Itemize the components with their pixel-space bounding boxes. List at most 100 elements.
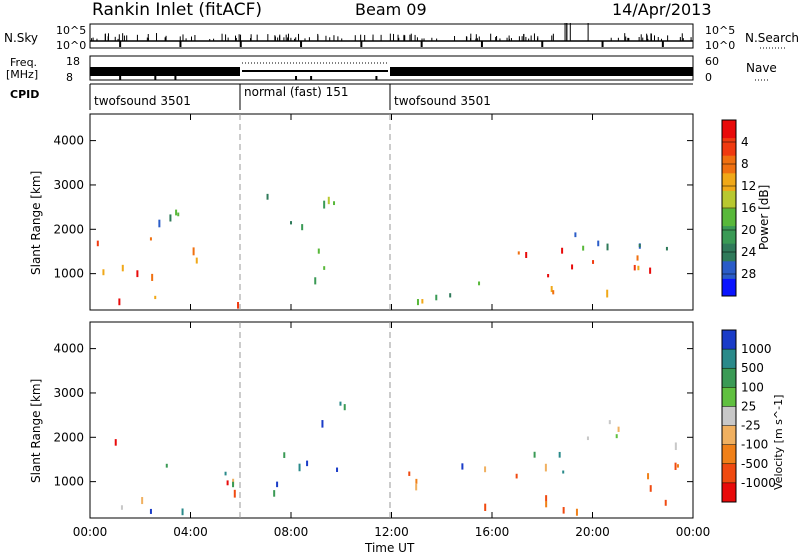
colorbar-tick-label: -500	[741, 457, 768, 471]
noise-trace	[90, 23, 693, 47]
velocity-heatmap	[114, 401, 679, 516]
heat-cell	[533, 451, 536, 458]
colorbar-tick-label: 24	[741, 245, 756, 259]
heat-cell	[408, 471, 411, 476]
heat-cell	[647, 473, 650, 480]
heat-cell	[141, 497, 144, 505]
cpid-segment-2: normal (fast) 151	[244, 85, 348, 99]
beam-title: Beam 09	[355, 0, 427, 19]
heat-cell	[515, 473, 518, 479]
velocity-colorbar-label: Velocity [m s^-1]	[772, 395, 785, 490]
heat-cell	[283, 452, 286, 458]
freq-trace	[119, 76, 378, 80]
colorbar-frame	[721, 329, 737, 503]
heat-cell	[574, 232, 577, 238]
heat-cell	[177, 212, 180, 217]
velocity-panel: 1000 2000 3000 4000 Slant Range [km] 1000 50…	[29, 321, 785, 519]
heat-cell	[545, 501, 548, 508]
heat-cell	[195, 257, 198, 264]
y-tick-label: 4000	[53, 342, 84, 356]
heat-cell	[323, 266, 326, 270]
heat-cell	[154, 295, 157, 300]
colorbar-swatch	[722, 368, 736, 388]
heat-cell	[478, 281, 481, 286]
colorbar-tick-label: 100	[741, 380, 764, 394]
colorbar-swatch	[722, 208, 736, 227]
heat-cell	[416, 299, 419, 306]
station-title: Rankin Inlet (fitACF)	[92, 0, 262, 20]
heat-cell	[169, 214, 172, 222]
heat-cell	[192, 247, 195, 256]
colorbar-tick-label: 20	[741, 223, 756, 237]
heat-cell	[415, 478, 418, 484]
heat-cell	[415, 484, 418, 491]
cpid-segment-1: twofsound 3501	[94, 94, 191, 108]
heat-cell	[484, 503, 487, 511]
heat-cell	[637, 265, 640, 271]
heat-cell	[575, 508, 578, 516]
heat-cell	[638, 243, 641, 248]
heat-cell	[597, 240, 600, 247]
heat-cell	[636, 255, 639, 261]
x-tick-label: 08:00	[274, 525, 309, 539]
colorbar-tick-label: -100	[741, 438, 768, 452]
power-y-ticks: 1000 2000 3000 4000	[53, 134, 693, 281]
heat-cell	[266, 193, 269, 200]
heat-cell	[550, 286, 553, 293]
noise-sky-label: N.Sky	[4, 31, 38, 45]
colorbar-swatch	[722, 463, 736, 484]
cpid-panel: CPID twofsound 3501 normal (fast) 151 tw…	[10, 83, 693, 110]
heat-cell	[586, 436, 589, 441]
colorbar-swatch	[722, 349, 736, 369]
colorbar-swatch	[722, 137, 736, 156]
heat-cell	[333, 201, 336, 206]
velocity-y-ticks: 1000 2000 3000 4000	[53, 342, 693, 489]
heat-cell	[552, 290, 555, 295]
heat-cell	[562, 507, 565, 514]
heat-cell	[484, 466, 487, 473]
heat-cell	[633, 264, 636, 271]
nave-tick-low: 0	[705, 71, 712, 84]
colorbar-swatch	[722, 425, 736, 446]
colorbar-tick-label: 4	[741, 135, 749, 149]
heat-cell	[665, 246, 668, 251]
x-tick-label: 12:00	[374, 525, 409, 539]
freq-label-1: Freq.	[10, 56, 37, 69]
heat-cell	[606, 243, 609, 251]
noise-panel: N.Sky 10^5 10^0 N.Search 10^5 10^0	[4, 23, 799, 52]
heat-cell	[102, 269, 105, 276]
colorbar-tick-label: 500	[741, 361, 764, 375]
nave-tick-high: 60	[705, 55, 719, 68]
heat-cell	[674, 462, 677, 470]
y-tick-label: 1000	[53, 267, 84, 281]
heat-cell	[121, 264, 124, 272]
heat-cell	[181, 508, 184, 516]
colorbar-tick-label: -25	[741, 419, 761, 433]
heat-cell	[327, 196, 330, 205]
heat-cell	[151, 273, 154, 281]
noise-search-label: N.Search	[745, 31, 799, 45]
heat-cell	[233, 489, 236, 498]
heat-cell	[664, 499, 667, 506]
heat-cell	[606, 289, 609, 298]
heat-cell	[232, 481, 235, 488]
power-heatmap	[96, 193, 668, 309]
x-axis-label: Time UT	[364, 541, 415, 554]
heat-cell	[676, 464, 679, 468]
heat-cell	[118, 298, 121, 306]
colorbar-tick-label: 8	[741, 157, 749, 171]
freq-tick-high: 18	[66, 55, 80, 68]
power-panel: 1000 2000 3000 4000 Slant Range [km] 4 8 12 16…	[29, 113, 771, 311]
heat-cell	[582, 245, 585, 251]
cpid-segment-3: twofsound 3501	[394, 94, 491, 108]
velocity-ylabel: Slant Range [km]	[29, 379, 43, 483]
heat-cell	[298, 463, 301, 472]
y-tick-label: 2000	[53, 430, 84, 444]
colorbar-tick-label: 1000	[741, 342, 772, 356]
colorbar-swatch	[722, 190, 736, 209]
x-tick-label: 16:00	[475, 525, 510, 539]
heat-cell	[306, 460, 309, 467]
heat-cell	[276, 481, 279, 488]
heat-cell	[435, 294, 438, 301]
